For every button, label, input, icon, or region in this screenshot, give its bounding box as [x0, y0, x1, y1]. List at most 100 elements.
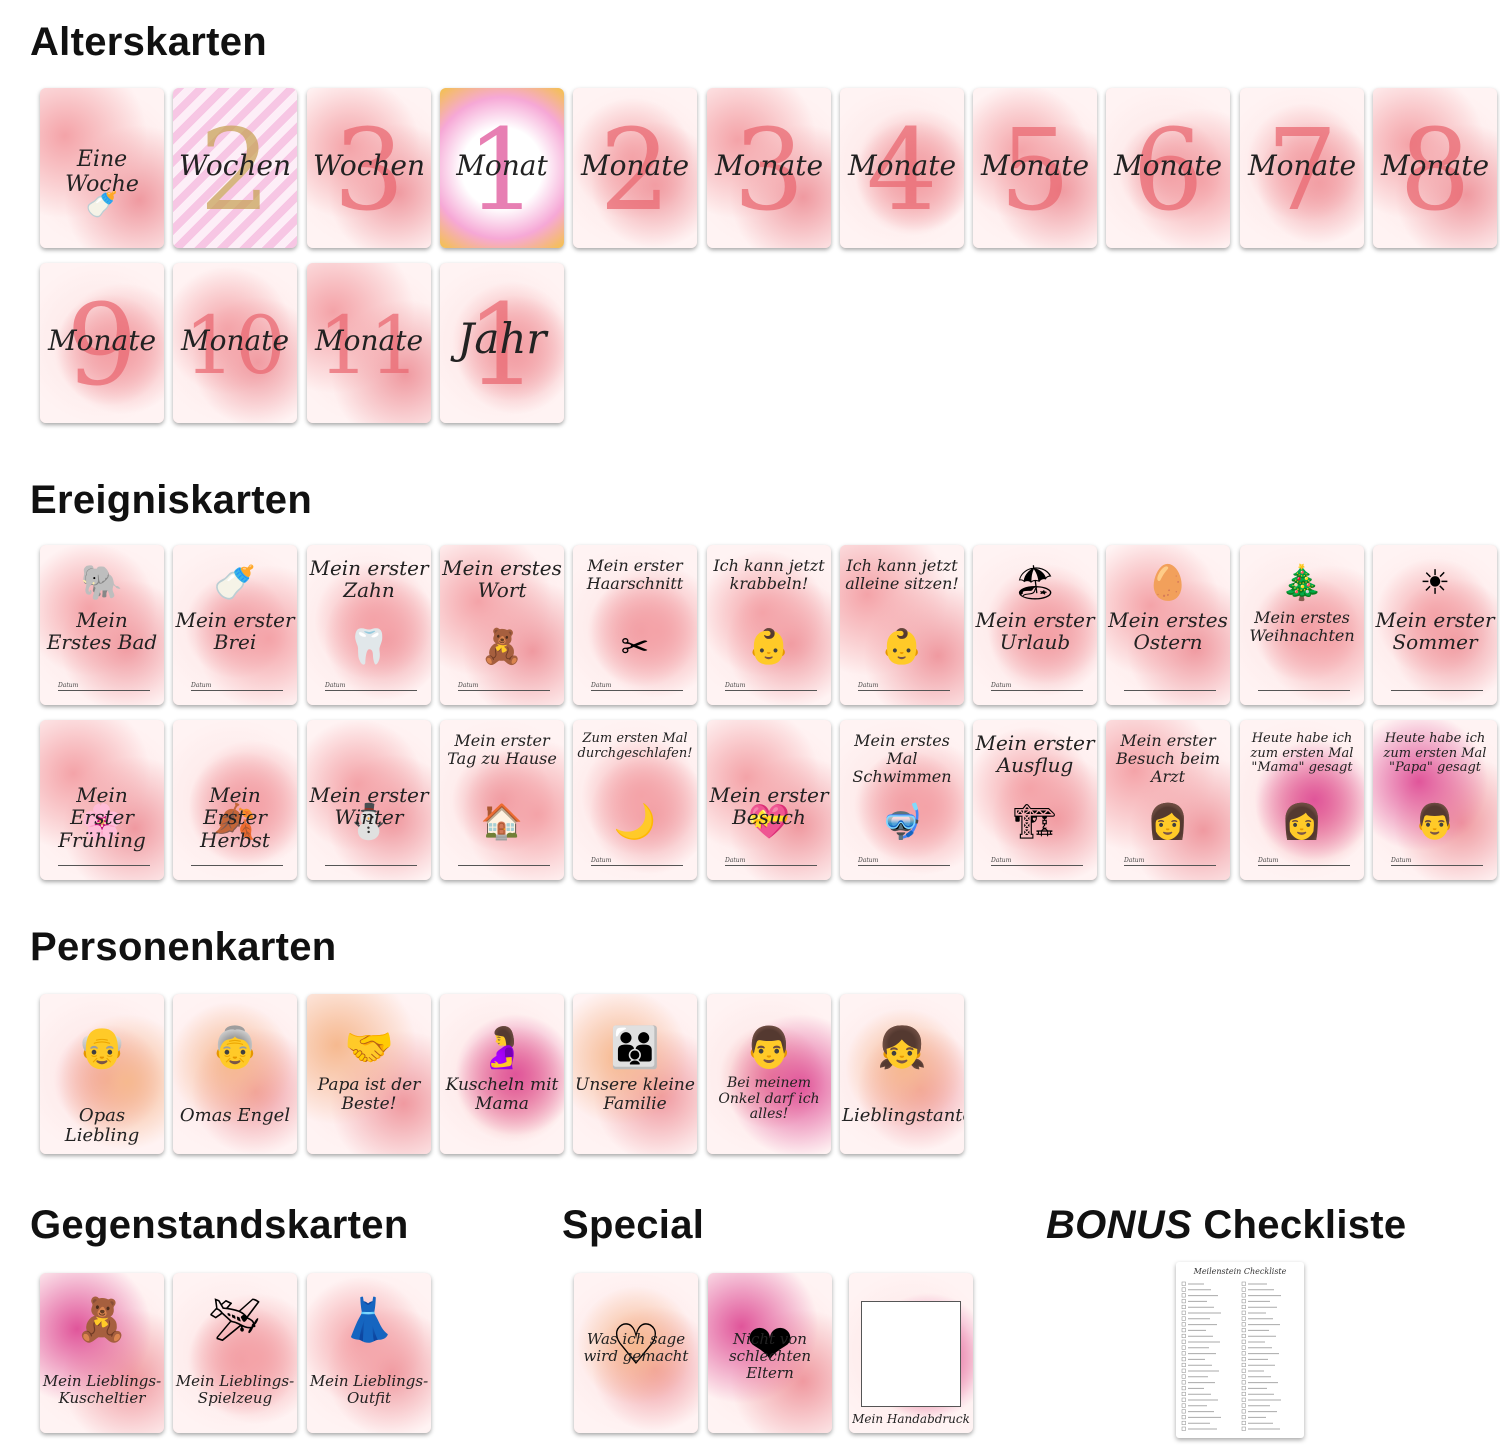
- beach-icon: 🏖: [1013, 563, 1057, 603]
- checkbox-mark: [1241, 1328, 1246, 1333]
- ereignis-card: ✂ Mein erster Haarschnitt Datum: [573, 545, 697, 705]
- tooth-icon: 🦷: [347, 627, 391, 667]
- watercolor-background: [40, 88, 164, 248]
- watercolor-background: [707, 88, 831, 248]
- checkbox-mark: [1181, 1333, 1186, 1338]
- card-caption: Was ich sage wird gemacht: [583, 1330, 689, 1365]
- watercolor-background: [840, 88, 964, 248]
- alters-card: 5 Monate: [973, 88, 1097, 248]
- mother-child-icon: 🤰: [477, 1025, 527, 1071]
- watercolor-background: [173, 994, 297, 1154]
- card-caption: Mein erstes Mal Schwimmen: [852, 731, 952, 786]
- personen-card: 👨 Bei meinem Onkel darf ich alles!: [707, 994, 831, 1154]
- watercolor-background: [307, 88, 431, 248]
- card-caption: Eine Woche: [65, 147, 139, 197]
- checkbox-mark: [1181, 1287, 1186, 1292]
- ereignis-card: 👩 Mein erster Besuch beim Arzt Datum: [1106, 720, 1230, 880]
- checkbox-mark: [1181, 1322, 1186, 1327]
- date-line: [325, 690, 417, 691]
- watercolor-background: [1373, 545, 1497, 705]
- datum-label: Datum: [858, 857, 879, 864]
- date-line: [725, 690, 817, 691]
- checkbox-mark: [1181, 1310, 1186, 1315]
- moon-icon: 🌙: [613, 802, 657, 842]
- card-caption: Jahr: [457, 314, 547, 363]
- card-caption: Mein erster Besuch beim Arzt: [1115, 731, 1221, 786]
- watercolor-background: [40, 720, 164, 880]
- age-number: 2: [599, 106, 671, 236]
- checkbox-mark: [1241, 1426, 1246, 1431]
- watercolor-background: [1106, 720, 1230, 880]
- age-number: 2: [199, 106, 271, 236]
- egg-icon: 🥚: [1146, 563, 1190, 603]
- watercolor-background: [707, 720, 831, 880]
- datum-label: Datum: [458, 682, 479, 689]
- baby-icon: 👶: [880, 627, 924, 667]
- watercolor-background: [1106, 88, 1230, 248]
- heart-icon: 💝: [747, 802, 791, 842]
- card-caption: Mein erster Tag zu Hause: [447, 731, 557, 768]
- date-line: [458, 865, 550, 866]
- age-number: 8: [1399, 106, 1471, 236]
- age-number: 6: [1132, 106, 1204, 236]
- alters-card: 3 Wochen: [307, 88, 431, 248]
- card-caption: Omas Engel: [179, 1105, 291, 1126]
- sun-icon: ☀: [1419, 563, 1451, 603]
- card-caption: Heute habe ich zum ersten Mal "Papa" ges…: [1383, 731, 1487, 776]
- tree-icon: 🎄: [1280, 563, 1324, 603]
- alters-card: 6 Monate: [1106, 88, 1230, 248]
- checkbox-mark: [1181, 1299, 1186, 1304]
- checkbox-mark: [1181, 1409, 1186, 1414]
- watercolor-background: [708, 1273, 832, 1433]
- checkbox-mark: [1181, 1357, 1186, 1362]
- mother-icon: 👩: [1280, 802, 1324, 842]
- card-caption: Lieblingstante: [842, 1105, 964, 1126]
- card-caption: Monate: [580, 149, 690, 182]
- blocks-icon: 🧸: [480, 627, 524, 667]
- watercolor-background: [173, 545, 297, 705]
- checkbox-mark: [1181, 1397, 1186, 1402]
- ereignis-card: 🧸 Mein erstes Wort Datum: [440, 545, 564, 705]
- watercolor-background: [574, 1273, 698, 1433]
- date-line: [591, 690, 683, 691]
- ereignis-card: 🍼 Mein erster Brei Datum: [173, 545, 297, 705]
- checkbox-mark: [1241, 1397, 1246, 1402]
- card-caption: Mein Lieblings-Outfit: [309, 1372, 429, 1407]
- card-caption: Heute habe ich zum ersten Mal "Mama" ges…: [1250, 731, 1354, 776]
- date-line: [58, 865, 150, 866]
- watercolor-background: [973, 545, 1097, 705]
- checkbox-mark: [1181, 1403, 1186, 1408]
- checkbox-mark: [1181, 1426, 1186, 1431]
- handprint-frame: [861, 1301, 961, 1407]
- watercolor-background: [573, 88, 697, 248]
- card-caption: Mein erstes Wort: [442, 556, 562, 603]
- checkbox-mark: [1241, 1299, 1246, 1304]
- scissors-icon: ✂: [620, 627, 650, 667]
- checkbox-mark: [1241, 1420, 1246, 1425]
- checkbox-mark: [1241, 1415, 1246, 1420]
- date-line: [725, 865, 817, 866]
- date-line: [858, 865, 950, 866]
- section-title-ereigniskarten: Ereigniskarten: [30, 478, 313, 522]
- datum-label: Datum: [1391, 857, 1412, 864]
- alters-card: 7 Monate: [1240, 88, 1364, 248]
- date-line: [1124, 690, 1216, 691]
- watercolor-background: [573, 720, 697, 880]
- alters-card: 🍼 Eine Woche: [40, 88, 164, 248]
- ereignis-card: 🥚 Mein erstes Ostern: [1106, 545, 1230, 705]
- age-number: 10: [184, 299, 286, 392]
- card-caption: Mein Erster Frühling: [58, 783, 146, 852]
- checkbox-mark: [1241, 1310, 1246, 1315]
- datum-label: Datum: [191, 682, 212, 689]
- special-card: ❤ Nicht von schlechten Eltern: [708, 1273, 832, 1433]
- aunt-icon: 👧: [877, 1025, 927, 1071]
- card-caption: Mein erstes Weihnachten: [1249, 608, 1355, 645]
- watercolor-background: [173, 88, 297, 248]
- age-number: 3: [333, 106, 405, 236]
- gegenstand-card: 🛩 Mein Lieblings-Spielzeug: [173, 1273, 297, 1433]
- watercolor-background: [307, 720, 431, 880]
- ereignis-card: ⛄ Mein erster Winter: [307, 720, 431, 880]
- datum-label: Datum: [858, 682, 879, 689]
- date-line: [991, 690, 1083, 691]
- watercolor-background: [173, 720, 297, 880]
